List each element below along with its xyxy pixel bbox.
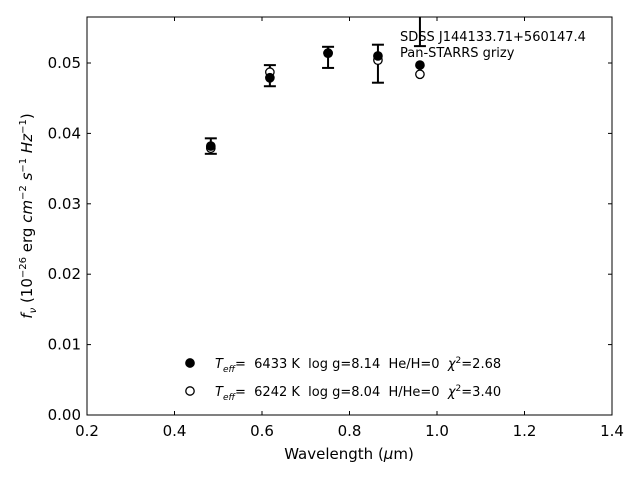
- legend-marker-open: [185, 386, 195, 396]
- legend: Teff= 6433 K log g=8.14 He/H=0 χ2=2.68 Te…: [185, 356, 501, 403]
- model-point-filled: [373, 51, 383, 61]
- y-tick-label: 0.04: [48, 124, 81, 142]
- plot-frame: [86, 16, 613, 416]
- data-layer: [204, 17, 426, 155]
- model-point-filled: [205, 141, 216, 151]
- annotation-line-2: Pan-STARRS grizy: [400, 46, 515, 61]
- y-tick-label: 0.03: [48, 195, 81, 213]
- x-tick-label: 1.4: [600, 422, 624, 440]
- y-axis-label: fν (10−26 erg cm−2 s−1 Hz−1): [18, 113, 39, 318]
- annotation-line-1: SDSS J144133.71+560147.4: [400, 30, 586, 45]
- y-tick-label: 0.00: [48, 406, 81, 424]
- x-tick-label: 0.6: [250, 422, 274, 440]
- model-point-filled: [323, 48, 333, 58]
- y-tick-label: 0.02: [48, 265, 81, 283]
- x-tick-label: 1.0: [425, 422, 449, 440]
- x-axis-label: Wavelength (μm): [284, 445, 414, 463]
- legend-label: Teff= 6433 K log g=8.14 He/H=0 χ2=2.68: [215, 356, 501, 375]
- legend-label: Teff= 6242 K log g=8.04 H/He=0 χ2=3.40: [215, 384, 501, 403]
- x-tick-label: 0.8: [338, 422, 362, 440]
- model-point-open: [415, 69, 425, 80]
- model-point-filled: [265, 72, 275, 83]
- x-tick-label: 0.2: [75, 422, 99, 440]
- x-tick-label: 1.2: [513, 422, 537, 440]
- legend-marker-filled: [185, 358, 195, 368]
- model-point-filled: [415, 60, 425, 70]
- x-tick-label: 0.4: [163, 422, 187, 440]
- y-tick-label: 0.01: [48, 336, 81, 354]
- y-tick-label: 0.05: [48, 54, 81, 72]
